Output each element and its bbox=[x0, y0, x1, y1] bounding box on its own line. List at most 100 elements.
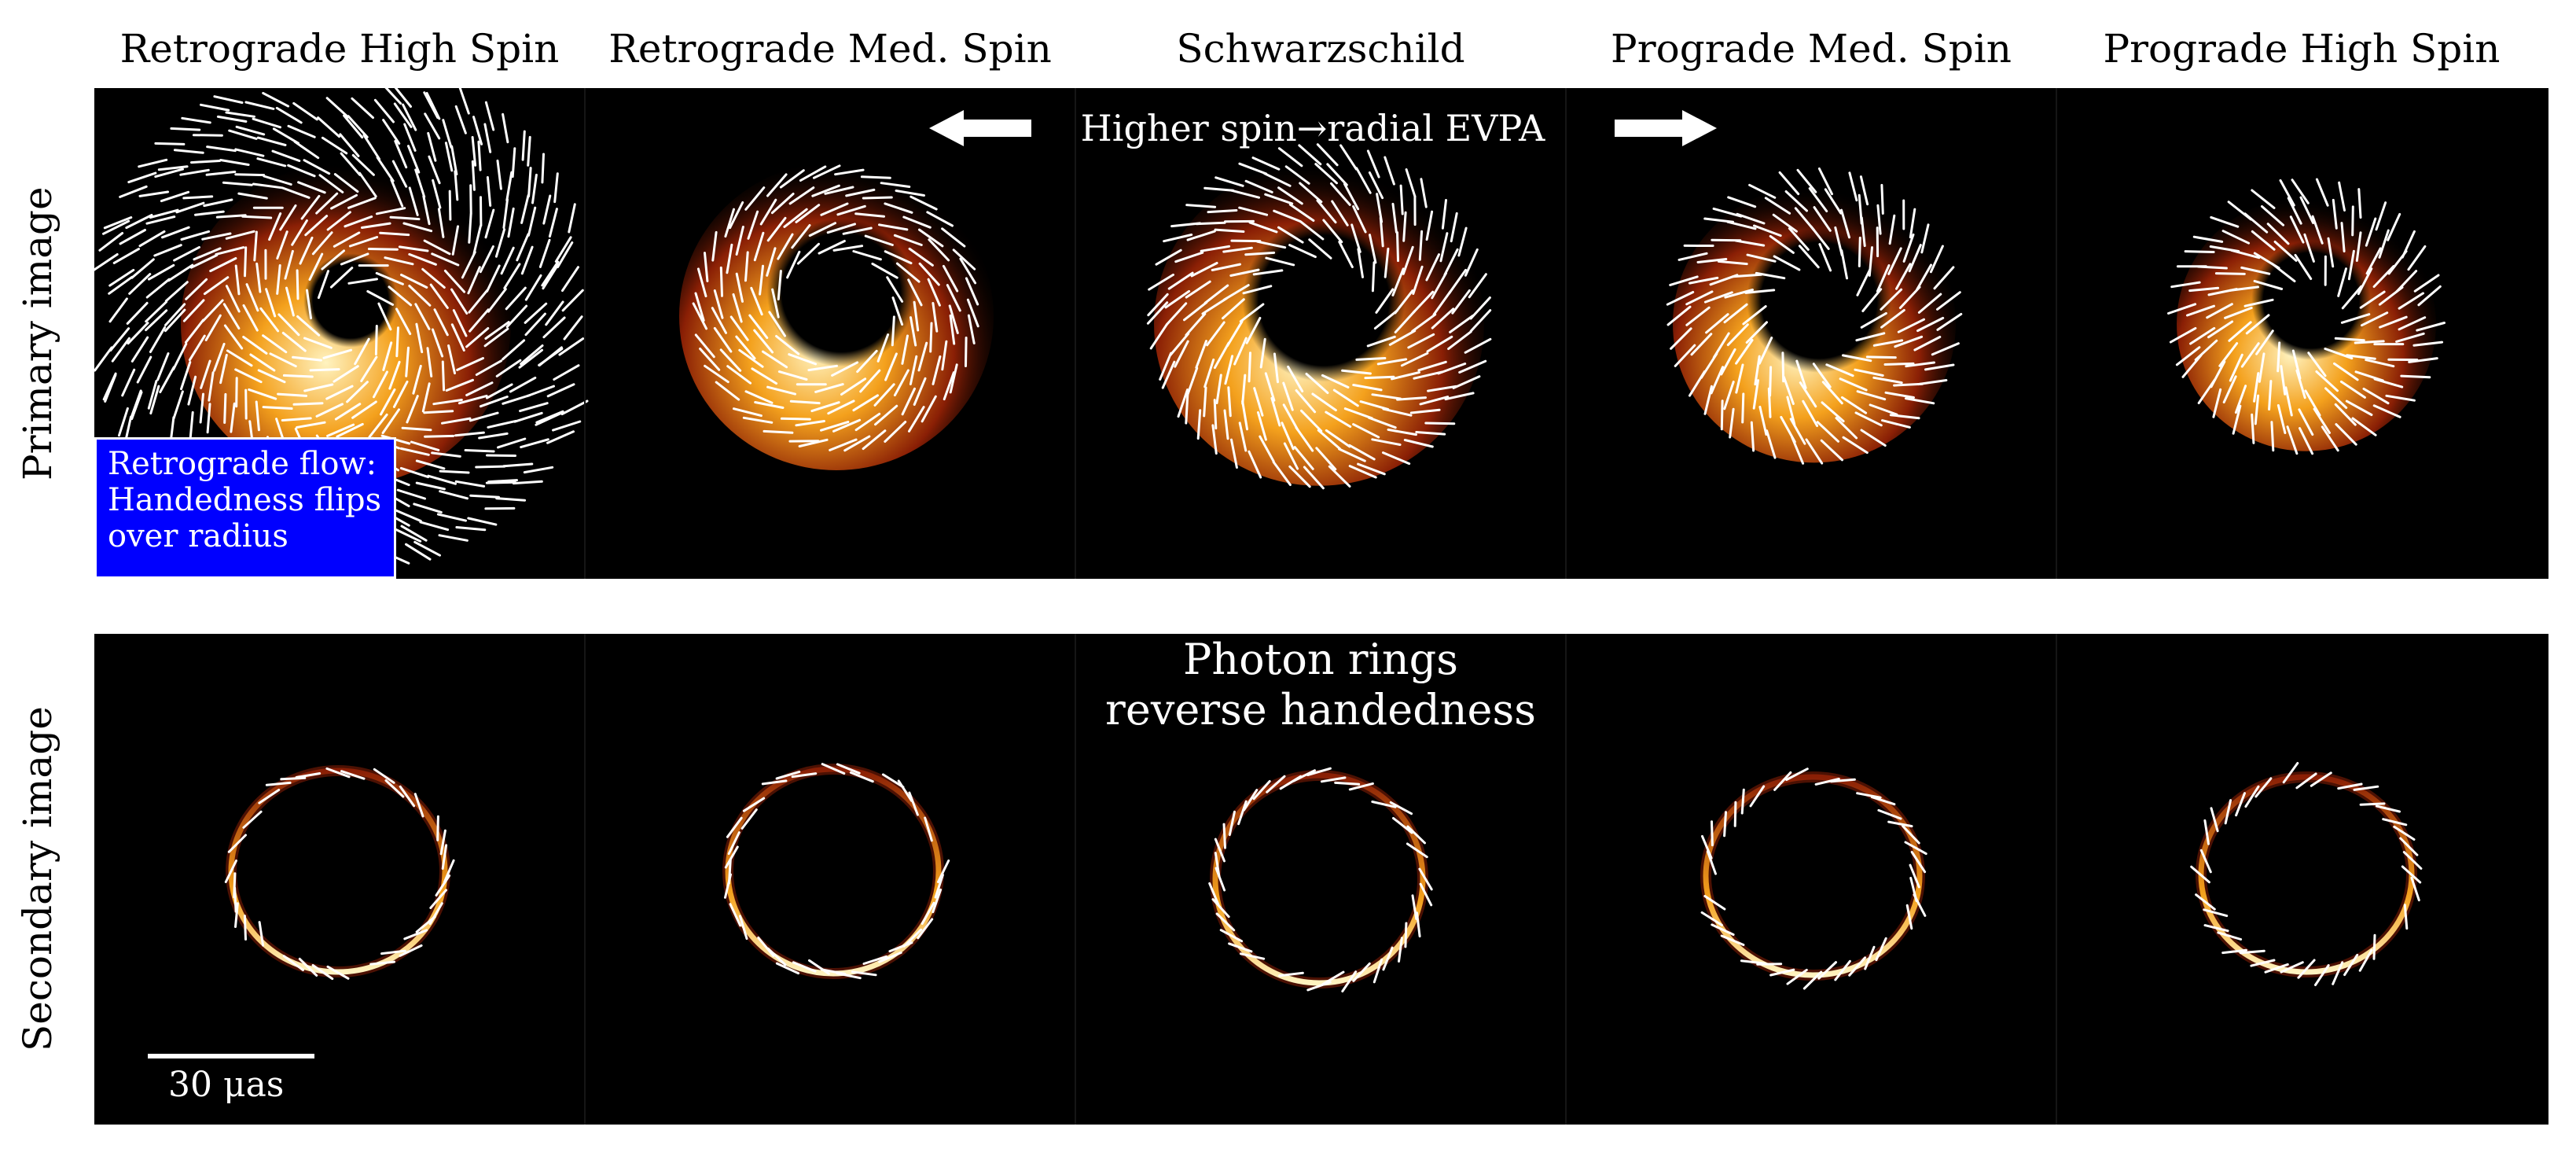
evpa-tick bbox=[377, 302, 392, 331]
evpa-tick bbox=[469, 308, 490, 333]
evpa-tick bbox=[542, 263, 560, 290]
evpa-tick bbox=[263, 175, 292, 186]
evpa-tick bbox=[2315, 370, 2339, 392]
evpa-tick bbox=[351, 97, 374, 120]
evpa-tick bbox=[937, 860, 950, 883]
evpa-tick bbox=[1185, 204, 1217, 208]
evpa-tick bbox=[843, 435, 871, 452]
evpa-tick bbox=[1238, 206, 1269, 216]
evpa-tick bbox=[941, 227, 966, 248]
evpa-tick bbox=[396, 488, 426, 500]
evpa-tick bbox=[145, 278, 171, 299]
evpa-tick bbox=[479, 396, 509, 408]
evpa-tick bbox=[1219, 929, 1244, 943]
evpa-tick bbox=[1924, 363, 1955, 371]
evpa-tick bbox=[138, 158, 168, 168]
evpa-tick bbox=[1411, 313, 1437, 333]
evpa-tick bbox=[1825, 363, 1854, 377]
evpa-tick bbox=[219, 159, 250, 166]
evpa-tick bbox=[2313, 407, 2331, 434]
evpa-tick bbox=[1814, 778, 1840, 786]
evpa-tick bbox=[952, 249, 976, 271]
evpa-tick bbox=[204, 314, 222, 341]
evpa-tick bbox=[2270, 421, 2275, 452]
evpa-tick bbox=[1411, 894, 1418, 920]
evpa-tick bbox=[282, 955, 304, 971]
evpa-tick bbox=[520, 344, 544, 366]
evpa-tick bbox=[1726, 323, 1749, 347]
evpa-tick bbox=[1745, 321, 1768, 344]
evpa-tick bbox=[1394, 289, 1414, 315]
evpa-tick bbox=[1817, 168, 1833, 196]
evpa-tick bbox=[1211, 898, 1230, 919]
evpa-tick bbox=[223, 392, 227, 424]
evpa-tick bbox=[108, 275, 134, 295]
evpa-tick bbox=[1330, 182, 1351, 206]
evpa-tick bbox=[1441, 199, 1447, 230]
evpa-tick bbox=[852, 250, 882, 261]
evpa-tick bbox=[759, 198, 777, 226]
evpa-tick bbox=[1303, 466, 1325, 490]
evpa-tick bbox=[234, 264, 241, 296]
evpa-tick bbox=[1350, 223, 1361, 253]
evpa-tick bbox=[854, 412, 881, 432]
evpa-tick bbox=[1203, 358, 1215, 388]
evpa-tick bbox=[1685, 290, 1714, 306]
evpa-tick bbox=[1256, 240, 1287, 249]
evpa-tick bbox=[2251, 189, 2276, 209]
evpa-tick bbox=[172, 390, 184, 420]
evpa-tick bbox=[1282, 403, 1299, 431]
evpa-tick bbox=[1263, 172, 1292, 187]
evpa-tick bbox=[1860, 311, 1887, 329]
evpa-tick bbox=[2286, 425, 2299, 455]
evpa-tick bbox=[2203, 908, 2229, 918]
row-label-secondary: Secondary image bbox=[15, 706, 61, 1052]
evpa-tick bbox=[1185, 393, 1189, 425]
evpa-tick bbox=[455, 526, 487, 532]
evpa-tick bbox=[375, 271, 404, 285]
evpa-tick bbox=[1373, 958, 1384, 984]
evpa-tick bbox=[1200, 245, 1231, 252]
evpa-tick bbox=[468, 289, 489, 314]
evpa-tick bbox=[511, 147, 516, 179]
evpa-tick bbox=[1343, 407, 1373, 420]
evpa-tick bbox=[154, 142, 186, 145]
evpa-tick bbox=[1248, 450, 1262, 479]
evpa-tick bbox=[484, 101, 495, 131]
evpa-tick bbox=[2398, 316, 2427, 331]
evpa-tick bbox=[495, 359, 522, 377]
evpa-tick bbox=[281, 186, 311, 199]
evpa-tick bbox=[1711, 238, 1742, 242]
evpa-tick bbox=[729, 903, 742, 927]
evpa-tick bbox=[149, 326, 167, 353]
evpa-tick bbox=[1766, 429, 1777, 459]
evpa-tick bbox=[2195, 893, 2216, 911]
evpa-tick bbox=[164, 281, 189, 303]
evpa-tick bbox=[1299, 182, 1323, 204]
evpa-tick bbox=[2399, 837, 2419, 856]
evpa-tick bbox=[311, 231, 333, 256]
evpa-tick bbox=[1821, 401, 1845, 423]
evpa-tick bbox=[1288, 244, 1317, 259]
evpa-tick bbox=[406, 395, 419, 424]
evpa-tick bbox=[147, 380, 158, 410]
evpa-tick bbox=[1773, 255, 1801, 271]
evpa-tick bbox=[2398, 292, 2424, 310]
evpa-tick bbox=[1352, 205, 1367, 234]
evpa-tick bbox=[1909, 208, 1916, 239]
evpa-tick bbox=[185, 318, 205, 344]
evpa-tick bbox=[535, 411, 564, 426]
evpa-tick bbox=[1840, 208, 1850, 239]
evpa-tick bbox=[399, 447, 430, 456]
evpa-tick bbox=[1357, 462, 1386, 476]
evpa-tick bbox=[854, 212, 885, 218]
callout-line-1: Retrograde flow: bbox=[108, 446, 377, 482]
evpa-tick bbox=[2210, 807, 2219, 833]
evpa-tick bbox=[2343, 953, 2359, 977]
evpa-tick bbox=[292, 101, 318, 121]
evpa-tick bbox=[895, 262, 921, 283]
black-hole-shadow bbox=[1747, 228, 1891, 373]
evpa-tick bbox=[435, 874, 451, 896]
evpa-tick bbox=[1782, 376, 1795, 405]
evpa-tick bbox=[2385, 394, 2416, 402]
